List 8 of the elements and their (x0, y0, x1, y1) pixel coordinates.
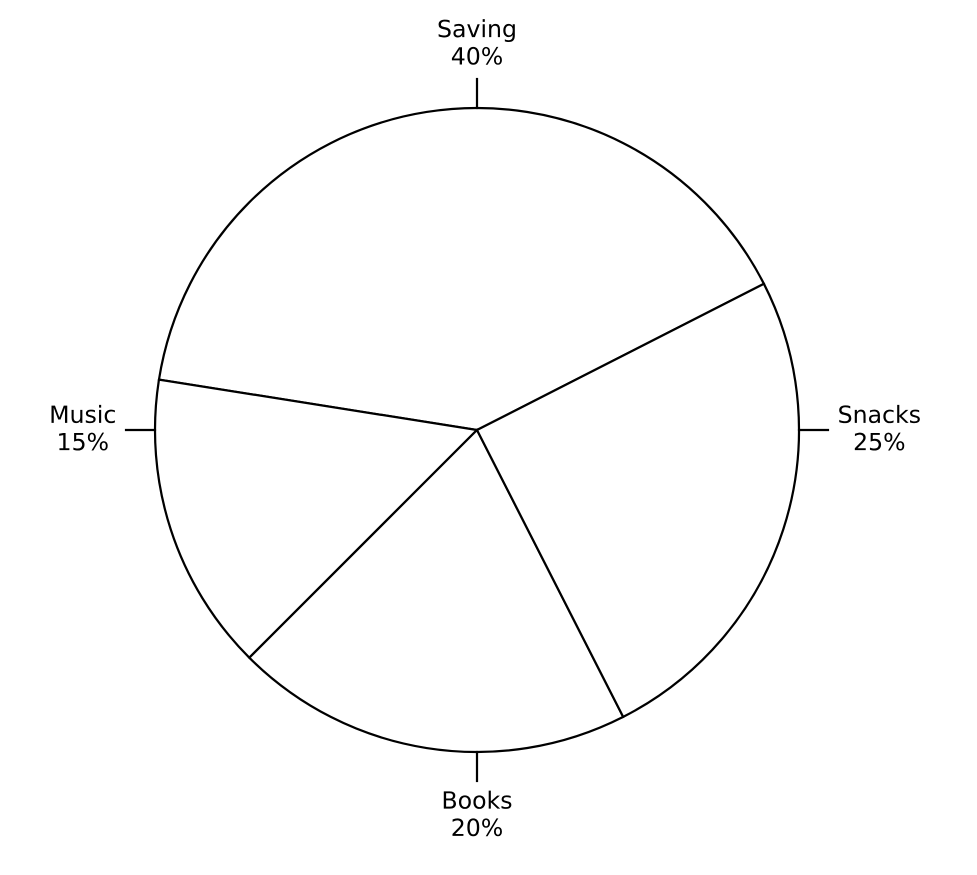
slice-label: Snacks (839, 404, 920, 424)
data-label: 40% (452, 46, 502, 65)
data-label: 25% (854, 432, 904, 451)
slice-label: Saving (438, 19, 515, 42)
data-label: 15% (59, 432, 108, 451)
slice-label: Music (52, 404, 115, 424)
data-label: 20% (452, 818, 502, 836)
slice-label: Books (444, 790, 512, 809)
